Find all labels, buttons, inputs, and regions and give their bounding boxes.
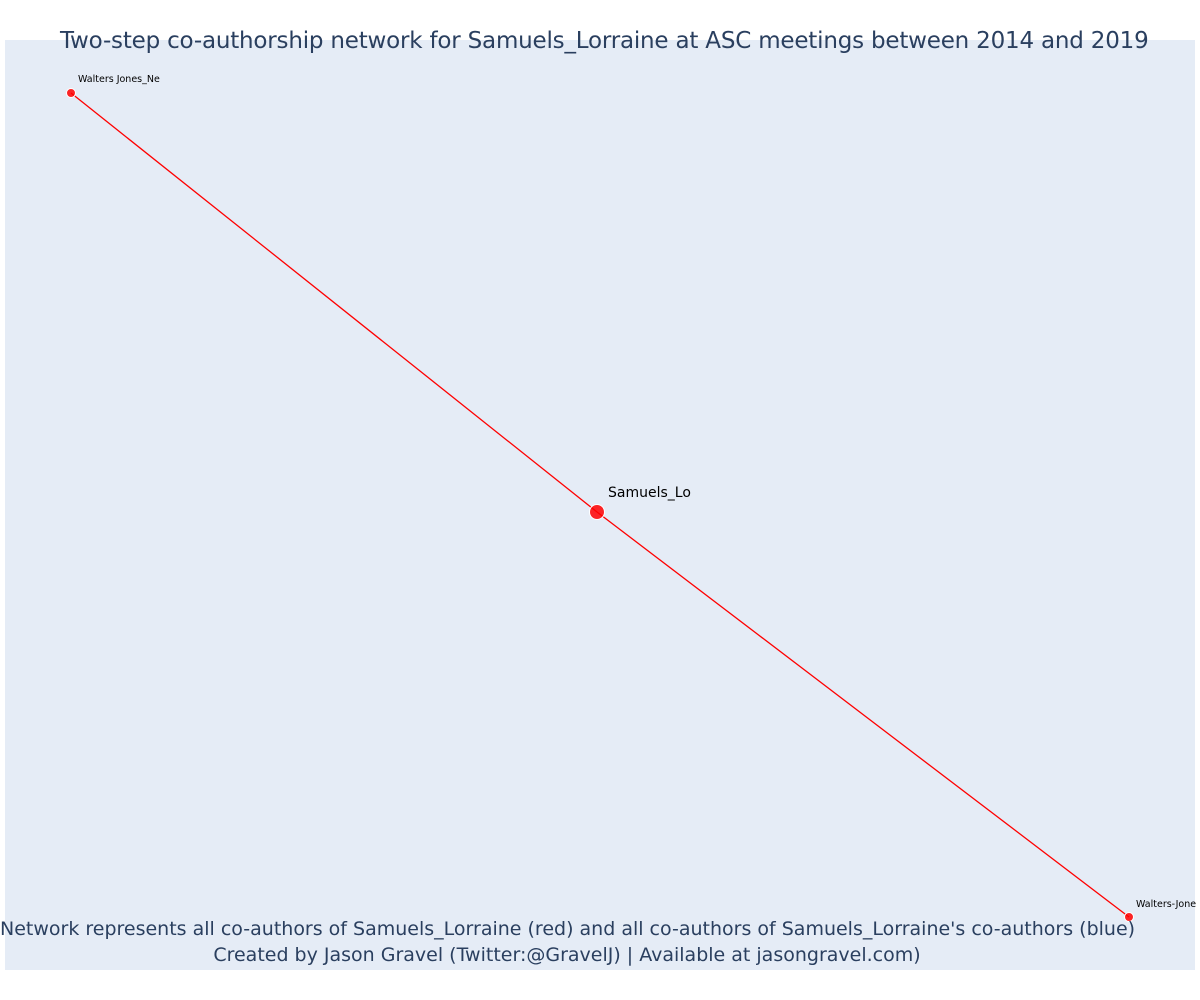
label-layer: Samuels_Lo Walters Jones_Ne Walters-Jone: [78, 74, 1196, 910]
node-layer: [66, 88, 1134, 922]
node-center[interactable]: [589, 504, 605, 520]
edge-center-se: [596, 511, 1130, 918]
chart-title: Two-step co-authorship network for Samue…: [60, 28, 1149, 54]
footer-note: Network represents all co-authors of Sam…: [0, 918, 1136, 940]
node-label-se: Walters-Jone: [1136, 899, 1196, 910]
node-label-center: Samuels_Lo: [608, 485, 691, 501]
edge-nw-center: [70, 92, 598, 513]
node-se[interactable]: [1124, 912, 1134, 922]
node-label-nw: Walters Jones_Ne: [78, 74, 160, 85]
node-nw[interactable]: [66, 88, 76, 98]
edge-layer: [70, 92, 1130, 918]
footer-credit: Created by Jason Gravel (Twitter:@Gravel…: [213, 944, 921, 966]
